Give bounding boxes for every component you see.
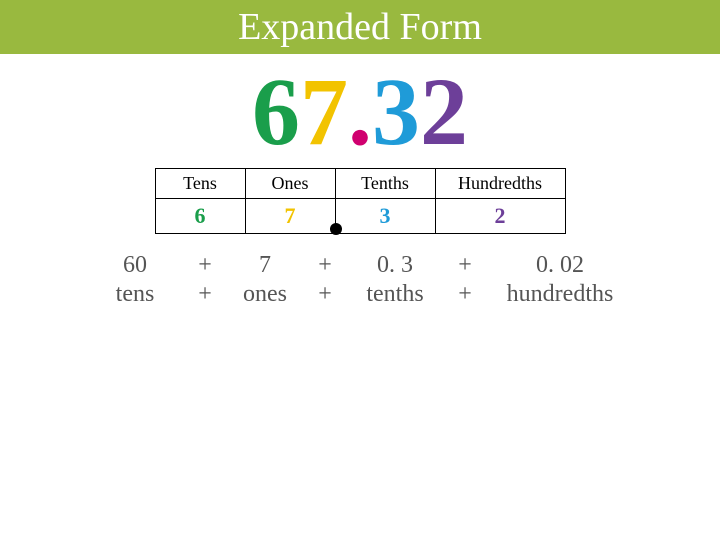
value-hundredths: 2 [435, 199, 565, 234]
big-number: 67. 32 [0, 64, 720, 160]
exp-r1-ones: 7 [220, 252, 310, 279]
value-tenths: 3 [335, 199, 435, 234]
title-text: Expanded Form [238, 5, 482, 49]
exp-r1-hundredths: 0. 02 [480, 252, 640, 279]
digit-ones: 7 [300, 64, 348, 160]
exp-r2-tens: tens [80, 281, 190, 308]
header-tens: Tens [155, 169, 245, 199]
place-value-table: Tens Ones Tenths Hundredths 6 7 3 2 [155, 168, 566, 234]
exp-r1-plus0: + [190, 252, 220, 279]
exp-r1-plus2: + [450, 252, 480, 279]
header-hundredths: Hundredths [435, 169, 565, 199]
exp-r2-hundredths: hundredths [480, 281, 640, 308]
exp-r2-plus1: + [310, 281, 340, 308]
digit-hundredths: 2 [420, 64, 468, 160]
exp-r2-ones: ones [220, 281, 310, 308]
exp-r2-plus2: + [450, 281, 480, 308]
exp-r1-tens: 60 [80, 252, 190, 279]
decimal-dot-icon [330, 223, 342, 235]
value-tens: 6 [155, 199, 245, 234]
title-bar: Expanded Form [0, 0, 720, 54]
value-ones: 7 [245, 199, 335, 234]
exp-r2-plus0: + [190, 281, 220, 308]
table-value-row: 6 7 3 2 [155, 199, 565, 234]
digit-tens: 6 [252, 64, 300, 160]
digit-decimal: . [348, 64, 372, 160]
exp-r2-tenths: tenths [340, 281, 450, 308]
expanded-form: 60 + 7 + 0. 3 + 0. 02 tens + ones + tent… [0, 252, 720, 308]
exp-r1-tenths: 0. 3 [340, 252, 450, 279]
digit-tenths: 3 [372, 64, 420, 160]
header-ones: Ones [245, 169, 335, 199]
value-ones-text: 7 [285, 203, 296, 228]
exp-r1-plus1: + [310, 252, 340, 279]
header-tenths: Tenths [335, 169, 435, 199]
table-header-row: Tens Ones Tenths Hundredths [155, 169, 565, 199]
